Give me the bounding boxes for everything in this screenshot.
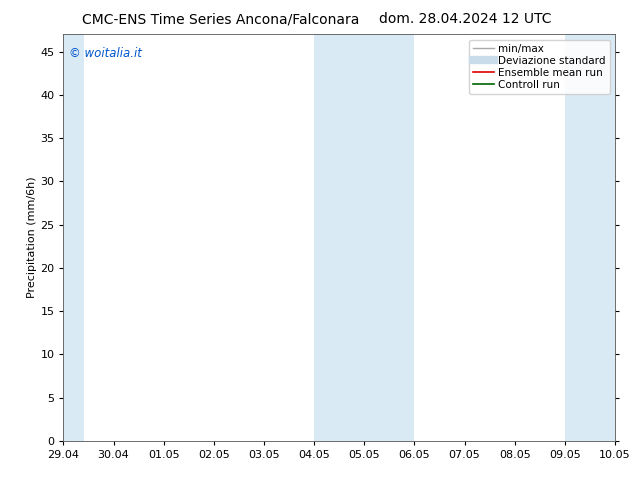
- Text: CMC-ENS Time Series Ancona/Falconara: CMC-ENS Time Series Ancona/Falconara: [82, 12, 360, 26]
- Bar: [314, 34, 415, 441]
- Y-axis label: Precipitation (mm/6h): Precipitation (mm/6h): [27, 177, 37, 298]
- Bar: [63, 34, 84, 441]
- Text: dom. 28.04.2024 12 UTC: dom. 28.04.2024 12 UTC: [379, 12, 552, 26]
- Legend: min/max, Deviazione standard, Ensemble mean run, Controll run: min/max, Deviazione standard, Ensemble m…: [469, 40, 610, 94]
- Bar: [565, 34, 634, 441]
- Text: © woitalia.it: © woitalia.it: [69, 47, 142, 59]
